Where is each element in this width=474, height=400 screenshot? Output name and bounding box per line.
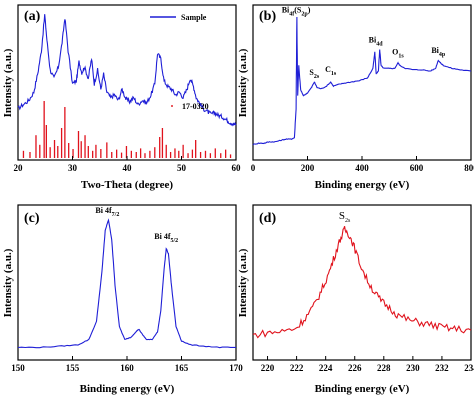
- panel-b-xlabel: Binding energy (eV): [315, 179, 410, 191]
- panel-c-x-ticks: 150 155 160 165 170: [11, 356, 243, 373]
- x-tick-label: 220: [261, 363, 275, 373]
- panel-a-frame: [17, 4, 237, 161]
- x-tick-label: 50: [177, 163, 187, 173]
- x-tick-label: 30: [68, 163, 78, 173]
- panel-c-label: (c): [24, 211, 40, 226]
- panel-d-s2s: 220 222 224 226 228 230 232 234 S2s (d) Binding…: [237, 204, 474, 395]
- panel-d-frame: [252, 204, 472, 361]
- panel-d-ylabel: Intensity (a.u.): [237, 248, 249, 317]
- panel-a-ylabel: Intensity (a.u.): [2, 48, 14, 117]
- x-tick-label: 170: [229, 363, 243, 373]
- peak-label: Bi4f(S2p): [282, 5, 311, 17]
- x-tick-label: 600: [410, 163, 424, 173]
- x-tick-label: 155: [66, 363, 80, 373]
- panel-c-frame: [17, 204, 237, 361]
- panel-b-frame: [252, 4, 472, 161]
- x-tick-label: 200: [301, 163, 315, 173]
- x-tick-label: 222: [290, 363, 304, 373]
- panel-a-xlabel: Two-Theta (degree): [81, 179, 173, 191]
- x-tick-label: 160: [120, 363, 134, 373]
- x-tick-label: 226: [348, 363, 362, 373]
- panel-d-xlabel: Binding energy (eV): [315, 383, 410, 395]
- peak-label: S2s: [309, 68, 319, 80]
- peak-label: Bi4d: [369, 35, 384, 47]
- series-line: [17, 14, 237, 127]
- panel-d-label: (d): [259, 211, 276, 226]
- panel-d-plot: [252, 226, 472, 339]
- panel-a-x-ticks: 20 30 40 50 60: [14, 156, 242, 173]
- panel-c-peak-labels: Bi 4f7/2 Bi 4f5/2: [95, 206, 178, 244]
- x-tick-label: 800: [464, 163, 474, 173]
- panel-b-plot: [252, 16, 472, 146]
- panel-b-x-ticks: 0 200 400 600 800: [251, 156, 474, 173]
- panel-a-label: (a): [24, 9, 41, 24]
- x-tick-label: 0: [251, 163, 256, 173]
- panel-c-bi4f: 150 155 160 165 170 Bi 4f7/2 Bi 4f5/2 (c) Bin…: [2, 204, 243, 395]
- legend-sample-label: Sample: [181, 13, 207, 22]
- panel-c-xlabel: Binding energy (eV): [80, 383, 175, 395]
- peak-label: O1s: [392, 48, 404, 60]
- x-tick-label: 20: [14, 163, 24, 173]
- x-tick-label: 228: [377, 363, 391, 373]
- legend-ref-label: 17-0320: [182, 102, 209, 111]
- panel-b-ylabel: Intensity (a.u.): [237, 48, 249, 117]
- x-tick-label: 230: [406, 363, 420, 373]
- peak-label: S2s: [339, 210, 351, 224]
- x-tick-label: 40: [123, 163, 133, 173]
- peak-label: Bi 4f5/2: [154, 232, 178, 244]
- series-line: [252, 16, 472, 146]
- x-tick-label: 400: [355, 163, 369, 173]
- panel-b-label: (b): [259, 9, 276, 24]
- x-tick-label: 224: [319, 363, 333, 373]
- x-tick-label: 60: [232, 163, 242, 173]
- series-line: [252, 226, 472, 339]
- panel-b-peak-labels: Bi4f(S2p) S2s C1s Bi4d O1s Bi4p: [282, 5, 446, 80]
- peak-label: Bi 4f7/2: [95, 206, 119, 218]
- series-line: [17, 218, 236, 349]
- peak-label: C1s: [325, 65, 337, 77]
- x-tick-label: 150: [11, 363, 25, 373]
- panel-c-ylabel: Intensity (a.u.): [2, 248, 14, 317]
- panel-b-xps-survey: 0 200 400 600 800 Bi4f(S2p) S2s C1s Bi4d O1s Bi4p…: [237, 4, 474, 191]
- panel-a-plot: [17, 14, 237, 158]
- x-tick-label: 232: [435, 363, 449, 373]
- panel-d-peak-labels: S2s: [339, 210, 351, 224]
- x-tick-label: 165: [175, 363, 189, 373]
- panel-d-x-ticks: 220 222 224 226 228 230 232 234: [261, 356, 474, 373]
- panel-a-xrd: 20 30 40 50 60 (a) Sample 17-0320 Two-Theta …: [2, 4, 242, 191]
- peak-label: Bi4p: [431, 46, 446, 58]
- x-tick-label: 234: [464, 363, 474, 373]
- panel-c-plot: [17, 218, 236, 349]
